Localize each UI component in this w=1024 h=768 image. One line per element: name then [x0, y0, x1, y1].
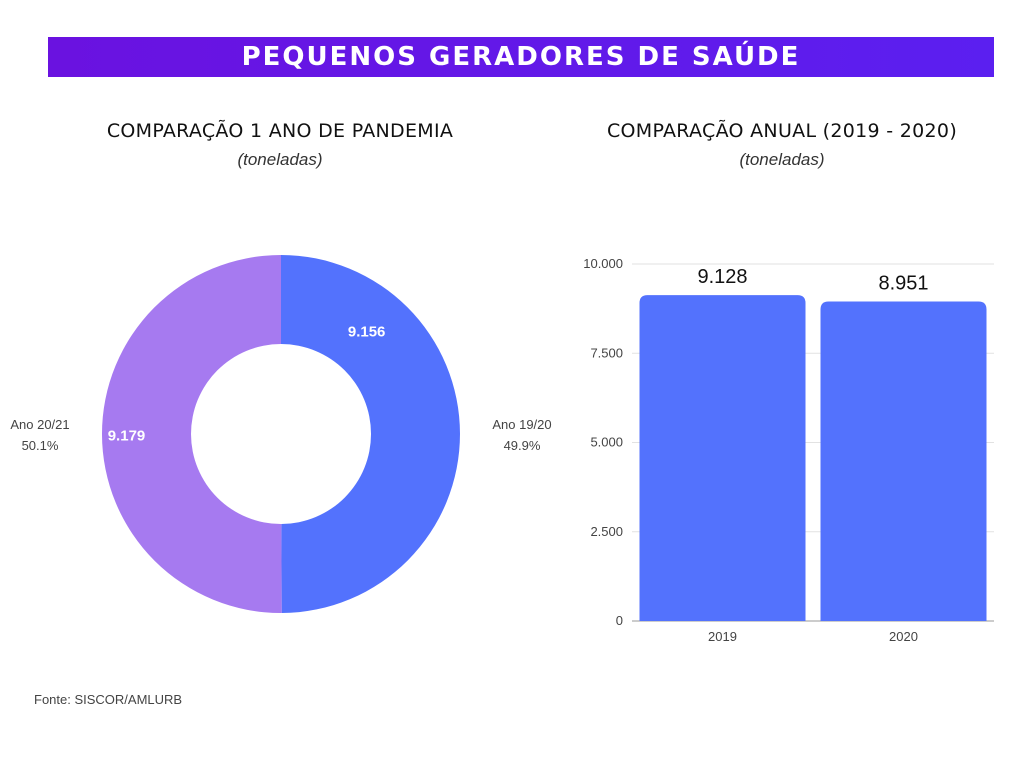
- bar-chart-header: COMPARAÇÃO ANUAL (2019 - 2020) (tonelada…: [560, 120, 1004, 170]
- donut-value-label-0: 9.156: [348, 323, 386, 340]
- title-banner: PEQUENOS GERADORES DE SAÚDE: [48, 37, 994, 77]
- bar-chart: 0 2.500 5.000 7.500 10.000 9.128 2019 8.951 2020: [583, 256, 994, 644]
- bar-value-label-2019: 9.128: [697, 266, 747, 288]
- donut-percent-label-1: 50.1%: [22, 438, 59, 453]
- bar-2020: [820, 301, 987, 621]
- donut-chart-subtitle: (toneladas): [237, 150, 323, 169]
- bar-2019: [639, 295, 806, 621]
- y-tick-label-1: 2.500: [590, 524, 623, 539]
- y-tick-label-2: 5.000: [590, 435, 623, 450]
- bar-chart-subtitle: (toneladas): [739, 150, 825, 169]
- donut-slice-1: [101, 254, 282, 614]
- y-tick-label-4: 10.000: [583, 256, 623, 271]
- y-tick-label-0: 0: [616, 613, 623, 628]
- donut-chart-header: COMPARAÇÃO 1 ANO DE PANDEMIA (toneladas): [60, 120, 500, 170]
- donut-value-label-1: 9.179: [108, 427, 146, 444]
- bar-value-label-2020: 8.951: [878, 272, 928, 294]
- donut-chart: 9.156 Ano 19/20 49.9% 9.179 Ano 20/21 50.1%: [10, 254, 552, 614]
- y-tick-label-3: 7.500: [590, 345, 623, 360]
- donut-percent-label-0: 49.9%: [504, 438, 541, 453]
- x-tick-label-2019: 2019: [708, 629, 737, 644]
- banner-title: PEQUENOS GERADORES DE SAÚDE: [241, 42, 801, 72]
- donut-category-label-1: Ano 20/21: [10, 417, 69, 432]
- donut-chart-title: COMPARAÇÃO 1 ANO DE PANDEMIA: [106, 120, 454, 142]
- x-tick-label-2020: 2020: [889, 629, 918, 644]
- bar-chart-title: COMPARAÇÃO ANUAL (2019 - 2020): [606, 120, 958, 142]
- donut-slice-0: [281, 255, 460, 613]
- source-note: Fonte: SISCOR/AMLURB: [34, 692, 183, 707]
- donut-category-label-0: Ano 19/20: [492, 417, 551, 432]
